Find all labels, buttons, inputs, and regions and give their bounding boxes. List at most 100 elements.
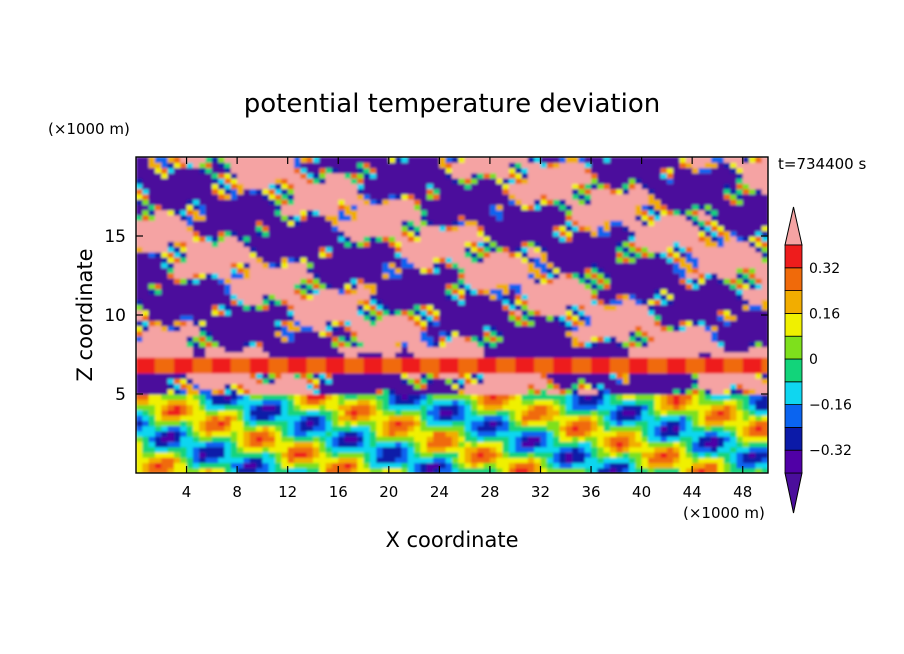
heatmap-cell — [224, 220, 232, 227]
heatmap-cell — [287, 467, 295, 473]
heatmap-cell — [572, 262, 579, 269]
heatmap-cell — [616, 462, 624, 469]
heatmap-cell — [496, 336, 504, 342]
heatmap-cell — [148, 362, 156, 369]
heatmap-cell — [433, 288, 440, 295]
heatmap-cell — [445, 346, 453, 353]
heatmap-cell — [224, 436, 232, 442]
heatmap-cell — [470, 220, 478, 227]
heatmap-cell — [660, 367, 668, 374]
heatmap-cell — [256, 288, 263, 295]
heatmap-cell — [369, 262, 377, 269]
heatmap-cell — [224, 320, 232, 327]
heatmap-cell — [584, 341, 592, 348]
heatmap-cell — [281, 293, 289, 300]
heatmap-cell — [344, 288, 352, 295]
heatmap-cell — [534, 315, 542, 321]
heatmap-cell — [591, 436, 598, 442]
heatmap-cell — [755, 293, 763, 300]
heatmap-cell — [698, 430, 706, 437]
heatmap-cell — [553, 272, 561, 279]
heatmap-cell — [761, 425, 768, 432]
heatmap-cell — [628, 346, 636, 353]
heatmap-cell — [433, 346, 440, 353]
heatmap-cell — [256, 451, 263, 458]
heatmap-cell — [534, 214, 542, 221]
heatmap-cell — [654, 451, 662, 458]
heatmap-cell — [730, 383, 737, 390]
heatmap-cell — [388, 420, 396, 427]
heatmap-cell — [230, 441, 238, 448]
heatmap-cell — [192, 446, 200, 453]
heatmap-cell — [527, 336, 535, 342]
heatmap-cell — [230, 283, 238, 290]
heatmap-cell — [350, 251, 358, 258]
heatmap-cell — [161, 246, 169, 253]
heatmap-cell — [723, 330, 731, 337]
heatmap-cell — [502, 420, 510, 427]
heatmap-cell — [433, 278, 440, 284]
heatmap-cell — [572, 257, 579, 263]
heatmap-cell — [515, 446, 523, 453]
heatmap-cell — [173, 257, 181, 263]
heatmap-cell — [148, 351, 156, 358]
heatmap-cell — [281, 441, 289, 448]
heatmap-cell — [161, 225, 169, 232]
heatmap-cell — [420, 325, 428, 332]
heatmap-cell — [515, 214, 523, 221]
heatmap-cell — [736, 420, 744, 427]
heatmap-cell — [420, 388, 428, 395]
heatmap-cell — [414, 467, 421, 473]
heatmap-cell — [717, 320, 725, 327]
heatmap-cell — [148, 462, 156, 469]
heatmap-cell — [477, 462, 485, 469]
heatmap-cell — [148, 246, 156, 253]
heatmap-cell — [167, 394, 175, 400]
heatmap-cell — [458, 262, 466, 269]
heatmap-cell — [357, 388, 365, 395]
heatmap-cell — [312, 394, 320, 400]
heatmap-cell — [628, 278, 636, 284]
heatmap-cell — [470, 278, 478, 284]
heatmap-cell — [148, 446, 156, 453]
heatmap-cell — [376, 394, 384, 400]
heatmap-cell — [755, 278, 763, 284]
heatmap-cell — [603, 436, 611, 442]
heatmap-cell — [641, 330, 649, 337]
heatmap-cell — [294, 325, 301, 332]
heatmap-cell — [243, 467, 251, 473]
heatmap-cell — [666, 262, 674, 269]
heatmap-cell — [534, 394, 542, 400]
heatmap-cell — [483, 241, 491, 248]
heatmap-cell — [452, 299, 459, 306]
heatmap-cell — [211, 272, 219, 279]
heatmap-cell — [641, 451, 649, 458]
heatmap-cell — [142, 325, 150, 332]
heatmap-cell — [610, 436, 617, 442]
heatmap-cell — [211, 325, 219, 332]
heatmap-cell — [666, 394, 674, 400]
heatmap-cell — [628, 357, 636, 363]
heatmap-cell — [496, 209, 504, 216]
heatmap-cell — [717, 293, 725, 300]
heatmap-cell — [673, 214, 681, 221]
heatmap-cell — [730, 304, 737, 311]
heatmap-cell — [521, 446, 529, 453]
heatmap-cell — [262, 420, 270, 427]
heatmap-cell — [154, 293, 162, 300]
heatmap-cell — [477, 378, 485, 385]
heatmap-cell — [148, 241, 156, 248]
heatmap-cell — [730, 451, 737, 458]
heatmap-cell — [534, 336, 542, 342]
heatmap-cell — [458, 236, 466, 242]
heatmap-cell — [483, 415, 491, 421]
heatmap-cell — [452, 457, 459, 464]
heatmap-cell — [224, 341, 232, 348]
heatmap-cell — [433, 436, 440, 442]
heatmap-cell — [382, 209, 390, 216]
heatmap-cell — [711, 404, 719, 411]
heatmap-cell — [199, 415, 207, 421]
heatmap-cell — [749, 357, 756, 363]
heatmap-cell — [357, 230, 365, 237]
heatmap-cell — [306, 251, 314, 258]
